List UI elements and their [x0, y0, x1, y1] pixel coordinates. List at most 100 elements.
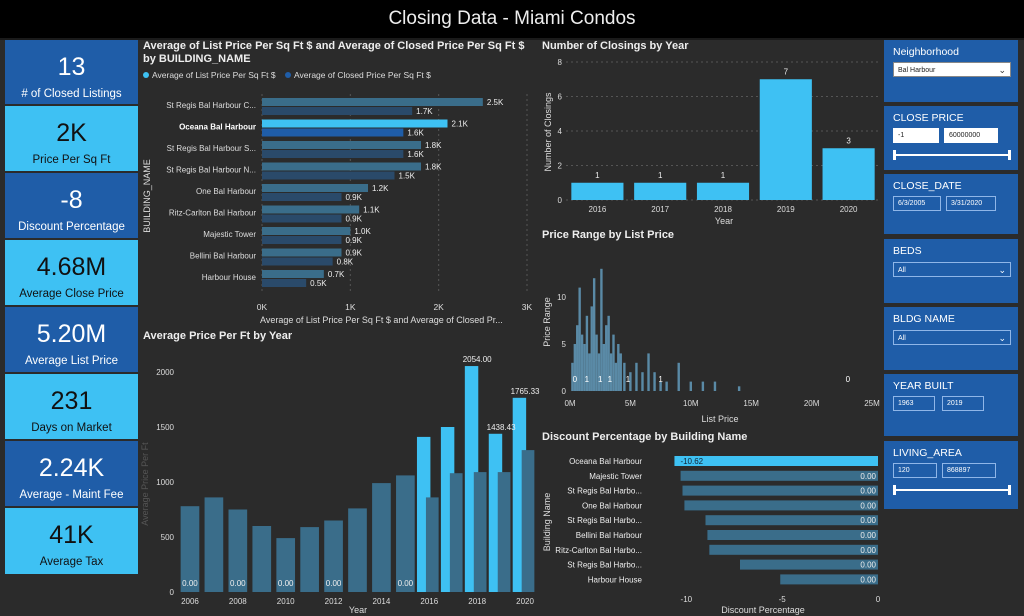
beds-slicer[interactable]: BEDS All ⌄ [884, 239, 1018, 303]
legend-label-list: Average of List Price Per Sq Ft $ [152, 70, 276, 80]
living-area-min-input[interactable]: 120 [893, 463, 937, 478]
closings-by-year-chart[interactable]: 0 2 4 6 8 1 2016 1 2017 1 2018 7 2019 3 2020 Year Number… [540, 54, 880, 228]
bar [578, 287, 581, 391]
x-tick-label: 2016 [589, 205, 607, 214]
close-price-min-handle[interactable] [893, 150, 896, 160]
data-label: 1.1K [363, 206, 380, 215]
y-tick-label: 6 [558, 93, 563, 102]
price-per-ft-chart[interactable]: 0 500 1000 1500 2000 Average Price Per Ft 0.00… [140, 344, 540, 616]
report-title: Closing Data - Miami Condos [0, 0, 1024, 38]
data-label: 1438.43 [487, 423, 516, 432]
bar [780, 574, 878, 585]
living-area-max-handle[interactable] [1008, 485, 1011, 495]
bar [585, 315, 589, 391]
close-price-slicer[interactable]: CLOSE PRICE -1 60000000 [884, 106, 1018, 170]
x-tick-label: 2012 [325, 597, 343, 606]
list-vs-closed-chart[interactable]: Average of List Price Per Sq Ft $ Average… [140, 66, 538, 328]
bar [590, 306, 593, 391]
bldg-name-dropdown[interactable]: All ⌄ [893, 330, 1011, 345]
x-tick-label: 2008 [229, 597, 247, 606]
bar [822, 148, 875, 200]
bar [696, 182, 750, 200]
kpi-label: Price Per Sq Ft [32, 154, 111, 166]
bar-list-price [262, 141, 421, 149]
data-label: 0.9K [346, 236, 363, 245]
data-label: 0 [846, 375, 851, 384]
x-axis-title: Discount Percentage [721, 605, 805, 615]
data-label: 0.00 [398, 579, 414, 588]
bar [449, 473, 463, 592]
year-built-slicer[interactable]: YEAR BUILT 1963 2019 [884, 374, 1018, 436]
data-label: 0.00 [278, 579, 294, 588]
bldg-name-selected: All [898, 335, 906, 342]
data-label: 0.00 [860, 546, 876, 555]
x-tick-label: 2010 [277, 597, 295, 606]
living-area-range-slider[interactable] [893, 485, 1011, 495]
data-label: 0.9K [346, 215, 363, 224]
data-label: 1765.33 [511, 387, 540, 396]
close-price-range-slider[interactable] [893, 150, 1011, 160]
category-label: One Bal Harbour [582, 501, 642, 510]
bar [707, 530, 878, 540]
kpi-label: Discount Percentage [18, 221, 125, 233]
bar [300, 527, 319, 592]
bar [595, 334, 598, 391]
year-built-min-input[interactable]: 1963 [893, 396, 935, 411]
living-area-slicer[interactable]: LIVING_AREA 120 868897 [884, 441, 1018, 509]
discount-chart[interactable]: -10 -5 0 Oceana Bal Harbour -10.62 Majestic T… [540, 444, 884, 616]
bar [659, 381, 662, 391]
neighborhood-slicer[interactable]: Neighborhood Bal Harbour ⌄ [884, 40, 1018, 102]
close-price-max-input[interactable]: 60000000 [944, 128, 998, 143]
bar-closed-price [262, 171, 395, 180]
y-tick-label: 4 [558, 127, 563, 136]
category-label: Oceana Bal Harbour [569, 457, 642, 466]
neighborhood-dropdown[interactable]: Bal Harbour ⌄ [893, 62, 1011, 77]
y-tick-label: 8 [558, 58, 563, 67]
category-label: Majestic Tower [589, 472, 642, 481]
price-range-chart-title: Price Range by List Price [542, 229, 675, 241]
data-label: 1.2K [372, 184, 389, 193]
bar [629, 372, 632, 391]
living-area-min-handle[interactable] [893, 485, 896, 495]
kpi-label: Average List Price [24, 355, 119, 367]
category-label: St Regis Bal Harbour S... [167, 144, 256, 153]
data-label: 1.5K [399, 172, 416, 181]
x-tick-label: -10 [681, 595, 693, 604]
x-tick-label: 2020 [840, 205, 858, 214]
y-tick-label: 2 [558, 162, 563, 171]
y-tick-label: 0 [562, 387, 567, 396]
data-label: 0.00 [230, 579, 246, 588]
y-tick-label: 0 [558, 196, 563, 205]
y-tick-label: 1500 [156, 423, 174, 432]
bar [573, 344, 577, 391]
close-price-max-handle[interactable] [1008, 150, 1011, 160]
x-tick-label: 2014 [373, 597, 391, 606]
year-built-max-input[interactable]: 2019 [942, 396, 984, 411]
close-date-slicer-title: CLOSE_DATE [893, 180, 962, 192]
y-tick-label: 2000 [156, 368, 174, 377]
bar-list-price [262, 205, 360, 214]
living-area-max-input[interactable]: 868897 [942, 463, 996, 478]
bar [473, 472, 487, 592]
close-date-start-input[interactable]: 6/3/2005 [893, 196, 941, 211]
kpi-value: 2.24K [38, 454, 105, 482]
y-axis-title: Number of Closings [543, 92, 553, 172]
data-label: 1.6K [407, 129, 424, 138]
bldg-name-slicer[interactable]: BLDG NAME All ⌄ [884, 307, 1018, 370]
kpi-card: -8 Discount Percentage [5, 173, 138, 238]
beds-dropdown[interactable]: All ⌄ [893, 262, 1011, 277]
close-price-min-input[interactable]: -1 [893, 128, 939, 143]
close-date-slicer[interactable]: CLOSE_DATE 6/3/2005 3/31/2020 [884, 174, 1018, 234]
x-tick-label: 3K [522, 302, 533, 312]
bldg-name-slicer-title: BLDG NAME [893, 313, 955, 325]
category-label: Majestic Tower [203, 230, 256, 239]
bar [709, 544, 878, 555]
kpi-value: 5.20M [36, 320, 107, 348]
close-date-end-input[interactable]: 3/31/2020 [946, 196, 996, 211]
bar [396, 475, 415, 592]
x-tick-label: 2K [433, 302, 444, 312]
closings-by-year-chart-title: Number of Closings by Year [542, 40, 689, 52]
data-label: 0 [573, 375, 578, 384]
kpi-card: 13 # of Closed Listings [5, 40, 138, 104]
